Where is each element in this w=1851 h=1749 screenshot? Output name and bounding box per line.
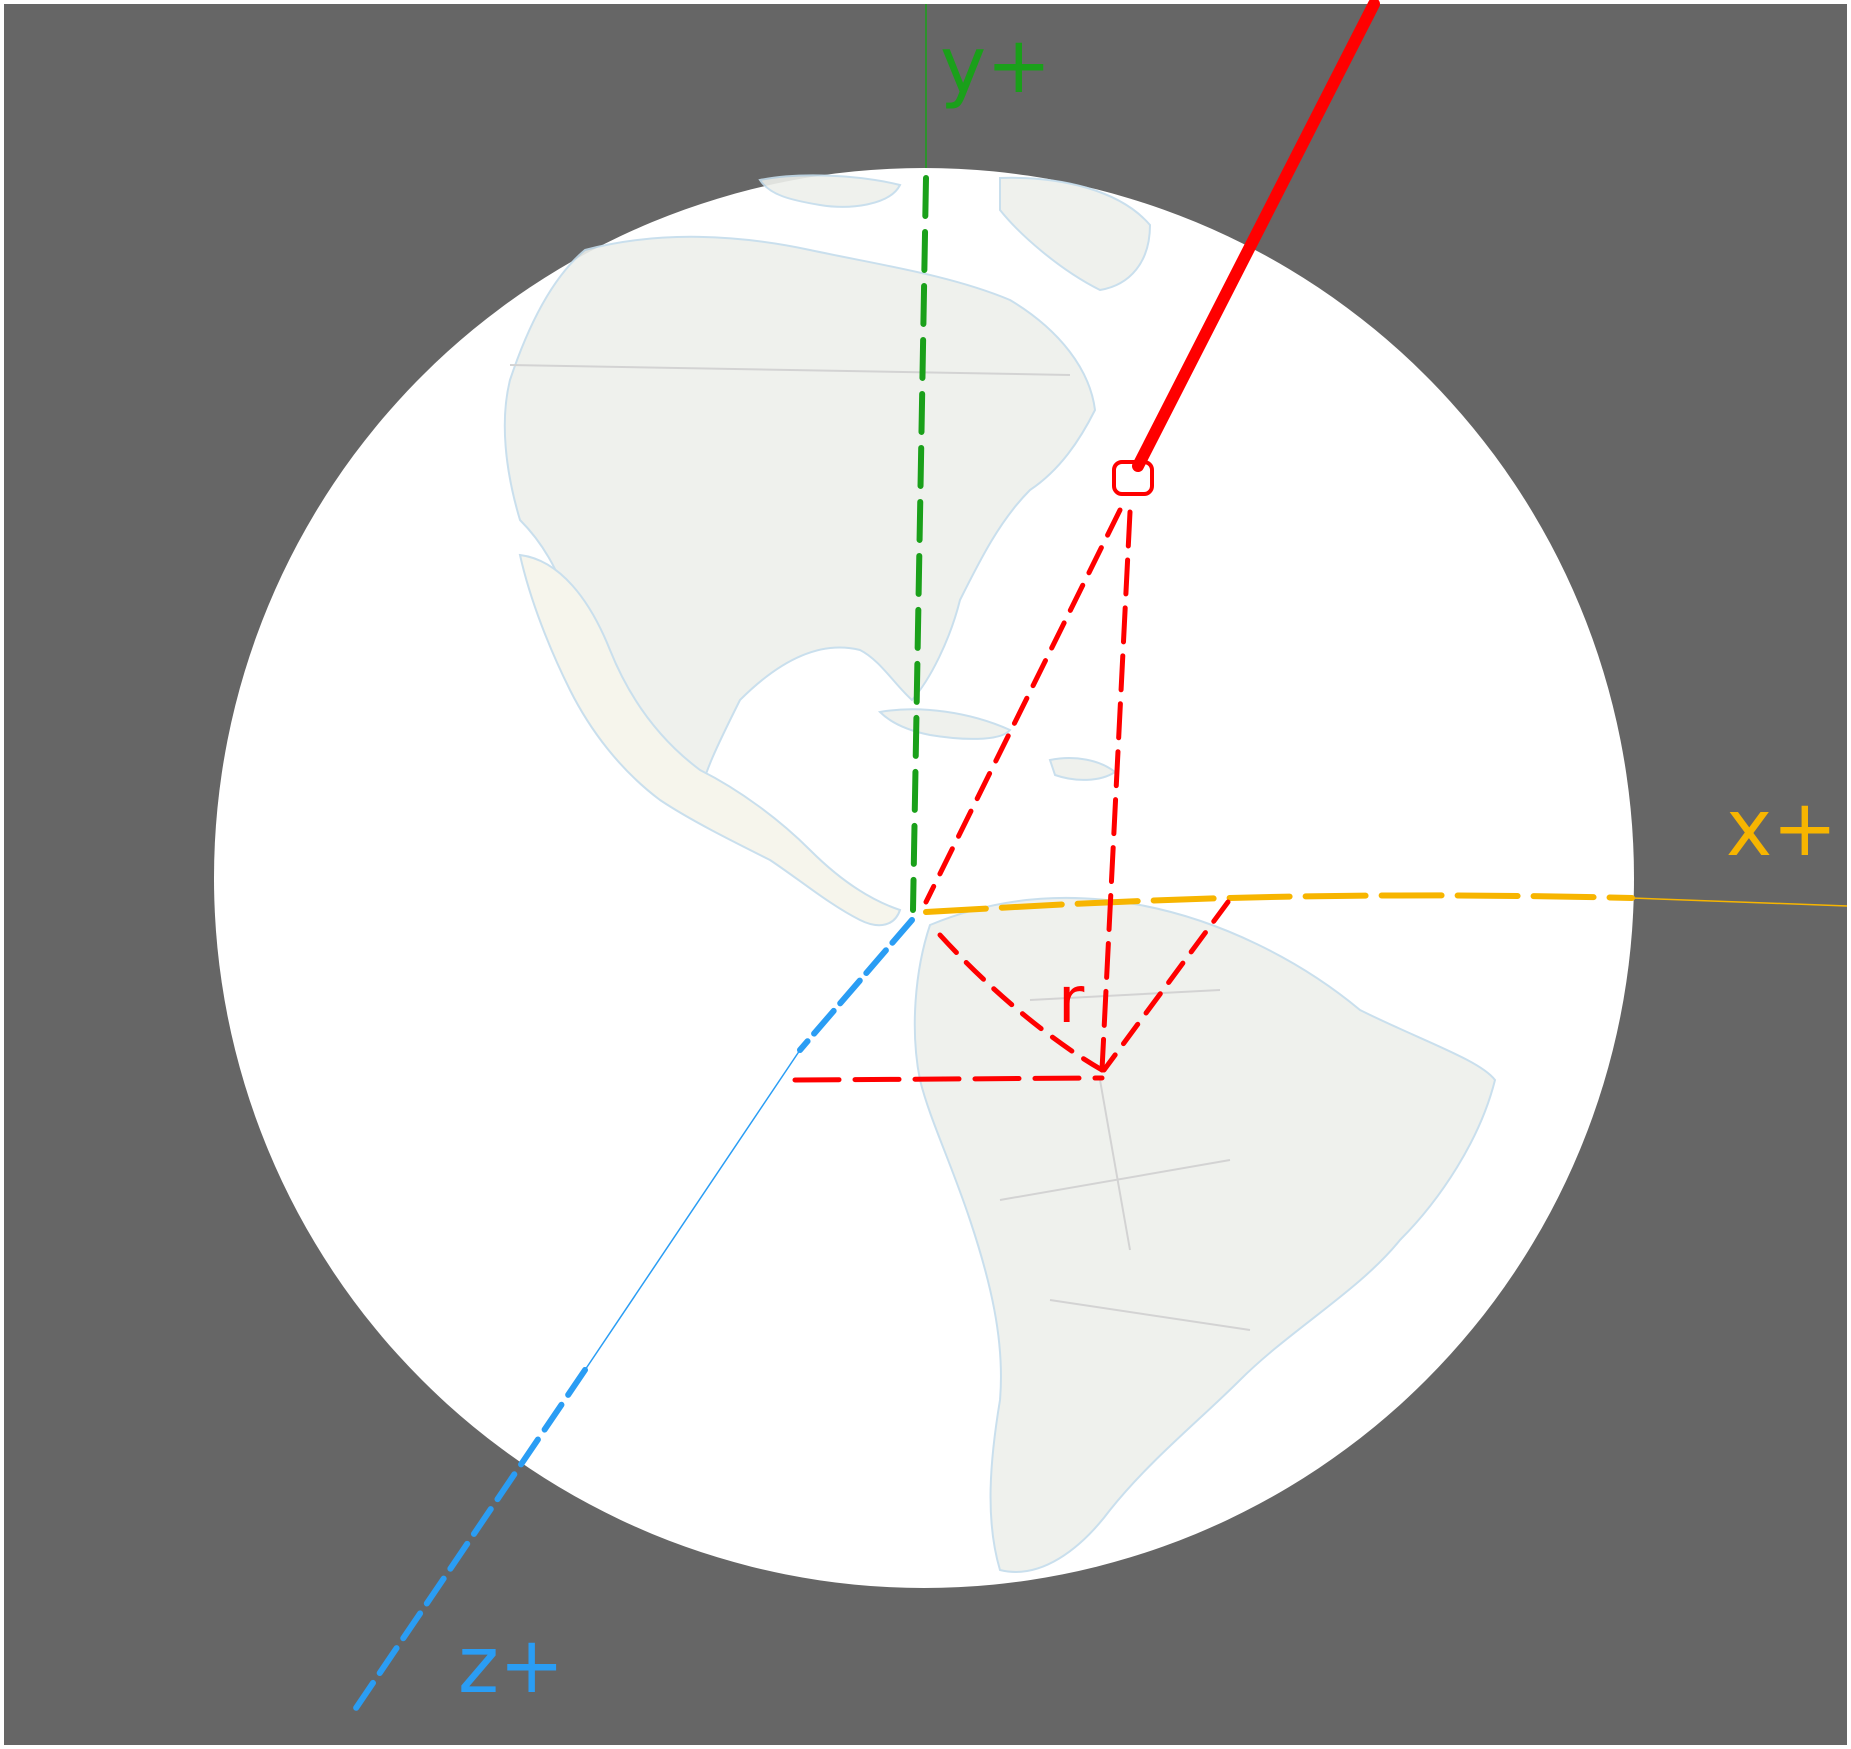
z-axis-dashed-line-near: [797, 917, 915, 1053]
country-borders: [509, 364, 1251, 1331]
cuba-shape: [877, 708, 1012, 740]
x-axis-thin-line: [1631, 897, 1848, 907]
z-axis-thin-line: [584, 1049, 801, 1371]
vector-dashed-line: [923, 507, 1123, 905]
x-axis: x+: [923, 784, 1848, 915]
arctic-islands-shape: [758, 174, 902, 208]
vector-solid-line: [1132, 0, 1380, 472]
central-america-shape: [518, 553, 902, 927]
z-axis-label: z+: [458, 1621, 564, 1711]
z-axis-dashed-line-far: [353, 1367, 588, 1711]
y-axis-dashed-line: [910, 175, 929, 913]
continents: [503, 174, 1497, 1573]
x-axis-dashed-line: [923, 892, 1635, 915]
z-axis: z+: [353, 917, 915, 1711]
projection-x-line: [1101, 899, 1231, 1073]
projection-label: r: [1058, 964, 1085, 1038]
greenland-shape: [999, 176, 1152, 292]
south-america-shape: [913, 896, 1497, 1573]
vertical-drop-line: [1099, 509, 1133, 1073]
projection-z-line: [792, 1075, 1105, 1083]
vector-endpoint-marker: [1112, 460, 1154, 496]
north-america-shape: [503, 235, 1097, 802]
y-axis-label: y+: [940, 21, 1052, 111]
position-vector: r: [792, 0, 1380, 1083]
x-axis-label: x+: [1726, 784, 1838, 874]
y-axis: y+: [910, 4, 1052, 913]
projection-diagonal-line: [937, 932, 1105, 1073]
